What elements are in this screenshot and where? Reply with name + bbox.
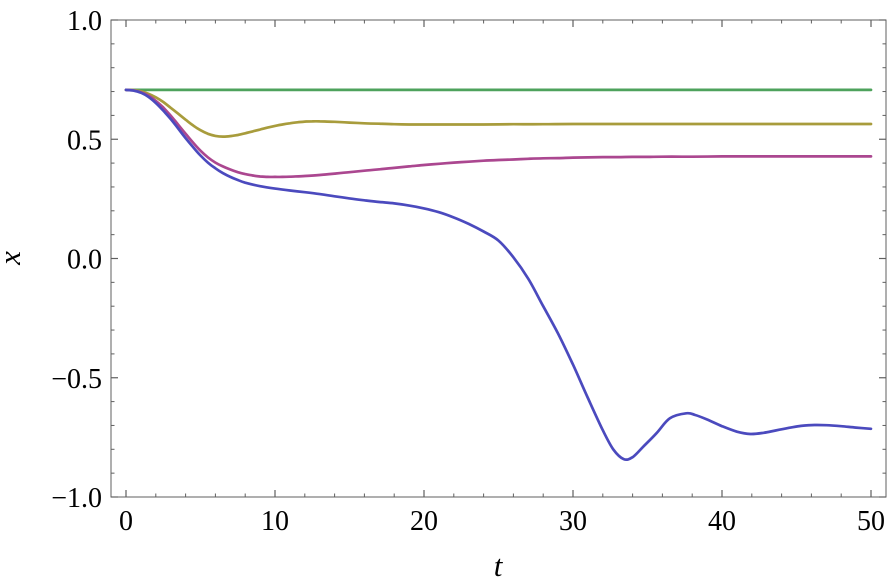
y-axis-label: x bbox=[0, 251, 27, 266]
magenta-curve bbox=[124, 88, 873, 179]
y-tick-label: 1.0 bbox=[67, 6, 102, 37]
x-tick-label: 0 bbox=[119, 506, 133, 537]
blue-curve bbox=[124, 88, 873, 461]
olive-curve bbox=[124, 88, 873, 138]
plot-frame bbox=[110, 19, 887, 498]
x-tick-label: 30 bbox=[559, 506, 587, 537]
curves bbox=[124, 88, 873, 461]
x-tick-label: 20 bbox=[410, 506, 438, 537]
y-tick-label: 0.0 bbox=[67, 245, 102, 276]
x-tick-label: 50 bbox=[857, 506, 885, 537]
y-tick-label: 0.5 bbox=[67, 125, 102, 156]
tick-labels: 0 10 20 30 40 50 −1.0 −0.5 0.0 0.5 1.0 bbox=[51, 6, 885, 537]
y-tick-label: −1.0 bbox=[51, 483, 102, 514]
x-tick-label: 40 bbox=[708, 506, 736, 537]
y-tick-label: −0.5 bbox=[51, 364, 102, 395]
axis-ticks bbox=[111, 19, 886, 498]
x-axis-label: t bbox=[494, 548, 504, 583]
x-tick-label: 10 bbox=[261, 506, 289, 537]
